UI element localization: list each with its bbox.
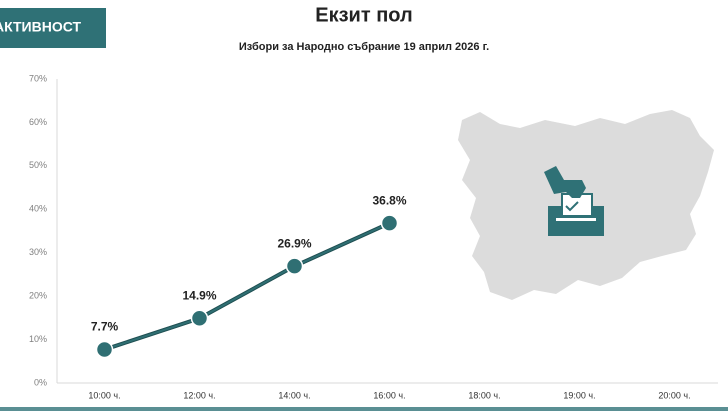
chart-subtitle: Избори за Народно събрание 19 април 2026… bbox=[239, 41, 489, 53]
x-tick-label: 18:00 ч. bbox=[468, 390, 500, 400]
marker bbox=[95, 340, 114, 359]
data-label: 26.9% bbox=[277, 236, 311, 250]
marker bbox=[190, 309, 209, 328]
tab-label: АКТИВНОСТ bbox=[0, 19, 81, 35]
y-tick-label: 50% bbox=[29, 160, 47, 170]
x-tick-label: 12:00 ч. bbox=[183, 390, 215, 400]
x-tick-label: 20:00 ч. bbox=[658, 390, 690, 400]
marker bbox=[285, 257, 304, 275]
y-tick-label: 60% bbox=[29, 117, 47, 127]
y-tick-label: 20% bbox=[29, 291, 47, 301]
y-tick-label: 30% bbox=[29, 247, 47, 257]
chart-title: Екзит пол bbox=[315, 4, 412, 26]
ballot-icon bbox=[544, 166, 604, 236]
marker bbox=[380, 214, 399, 232]
data-label: 14.9% bbox=[182, 288, 216, 302]
data-label: 36.8% bbox=[372, 193, 406, 207]
tab bbox=[0, 8, 106, 48]
data-label: 7.7% bbox=[91, 320, 119, 334]
y-tick-label: 40% bbox=[29, 204, 47, 214]
x-tick-label: 16:00 ч. bbox=[373, 390, 405, 400]
footer-bar bbox=[0, 407, 728, 411]
y-tick-label: 10% bbox=[29, 334, 47, 344]
x-tick-label: 14:00 ч. bbox=[278, 390, 310, 400]
line-inner bbox=[104, 222, 390, 351]
y-tick-label: 0% bbox=[34, 377, 47, 387]
y-tick-label: 70% bbox=[29, 73, 47, 83]
x-tick-label: 10:00 ч. bbox=[88, 390, 120, 400]
x-tick-label: 19:00 ч. bbox=[563, 390, 595, 400]
